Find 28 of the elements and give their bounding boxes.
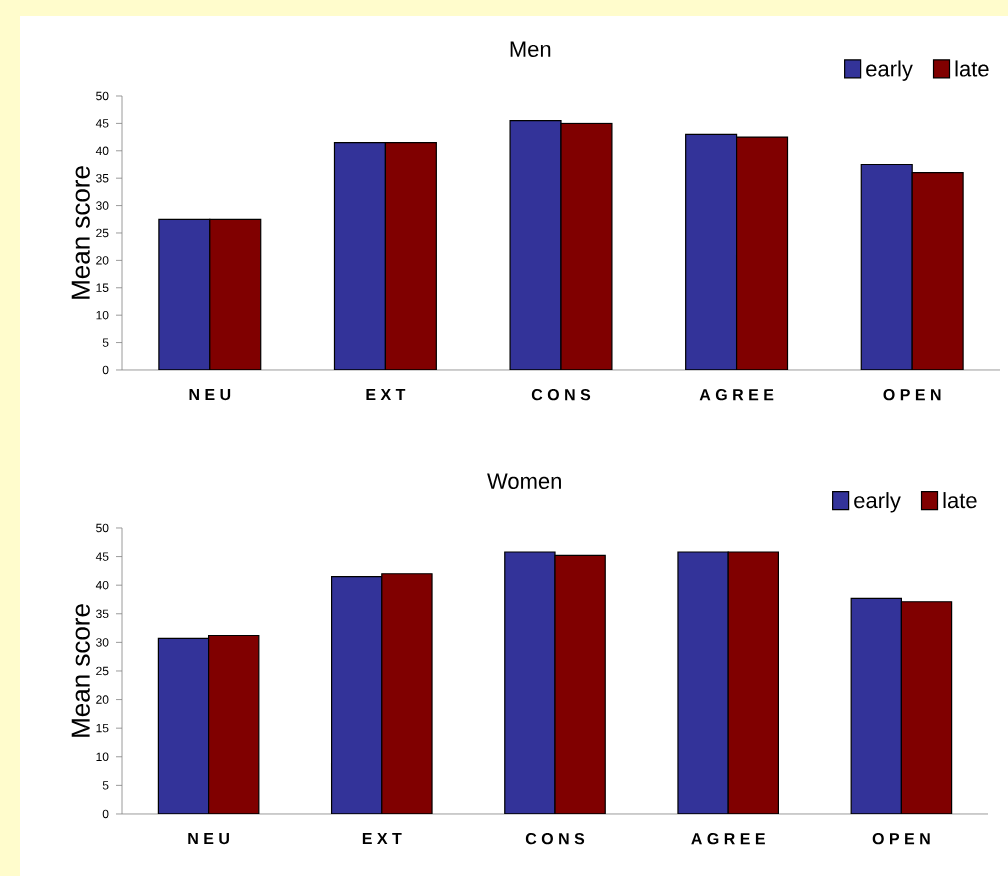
x-tick-label: O P E N xyxy=(872,833,930,845)
legend-label: late xyxy=(955,60,989,77)
x-tick-label: E X T xyxy=(366,389,406,401)
bar xyxy=(509,120,562,370)
bar xyxy=(735,136,789,370)
bar xyxy=(685,133,738,370)
bar xyxy=(560,122,613,370)
legend-label: early xyxy=(854,492,901,513)
x-tick-label: O P E N xyxy=(883,389,941,401)
bar xyxy=(333,141,386,370)
chart-title: Women xyxy=(487,473,561,489)
legend-label: late xyxy=(943,492,977,509)
y-axis-title: Mean score xyxy=(71,604,90,737)
bar xyxy=(911,172,964,370)
bar xyxy=(860,163,913,370)
bar xyxy=(209,218,262,370)
x-tick-label: C O N S xyxy=(531,389,591,401)
x-tick-label: N E U xyxy=(188,833,229,845)
x-tick-label: E X T xyxy=(362,833,402,845)
chart-title: Men xyxy=(510,41,551,57)
x-tick-label: C O N S xyxy=(525,833,585,845)
x-tick-label: A G R E E xyxy=(691,833,765,845)
bar xyxy=(384,141,437,370)
y-axis-title: Mean score xyxy=(71,166,90,299)
legend-label: early xyxy=(866,60,913,81)
x-tick-label: A G R E E xyxy=(699,389,774,401)
bar xyxy=(158,218,211,370)
x-tick-label: N E U xyxy=(189,389,231,401)
